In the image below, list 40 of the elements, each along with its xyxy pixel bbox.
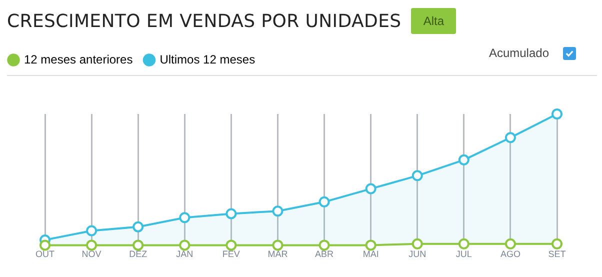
point [365, 183, 376, 194]
point [504, 132, 516, 144]
point [132, 240, 144, 251]
point [272, 240, 284, 251]
point [458, 154, 470, 166]
x-tick-label: DEZ [129, 249, 148, 260]
point [226, 208, 237, 220]
x-tick-label: OUT [36, 249, 55, 260]
point [552, 108, 562, 120]
point [552, 238, 562, 250]
point [318, 196, 330, 208]
point [318, 240, 330, 251]
x-tick-label: NOV [82, 249, 102, 260]
point [132, 221, 144, 232]
x-tick-label: MAR [268, 249, 288, 260]
point [226, 240, 237, 251]
point [365, 240, 376, 251]
point [86, 240, 98, 251]
point [412, 170, 423, 182]
point [458, 238, 470, 250]
chart-title: CRESCIMENTO EM VENDAS POR UNIDADES [7, 10, 402, 32]
text: Alta [411, 8, 456, 34]
x-tick-label: JAN [176, 249, 194, 260]
point [179, 212, 190, 224]
x-tick-label: JUL [456, 249, 472, 260]
x-tick-label: FEV [222, 249, 240, 260]
point [40, 240, 50, 251]
x-tick-label: AGO [500, 249, 520, 260]
point [412, 238, 423, 250]
legend-label: Ultimos 12 meses [160, 52, 256, 66]
text: Acumulado [488, 46, 549, 60]
x-tick-label: JUN [408, 249, 426, 260]
legend-label: 12 meses anteriores [24, 52, 133, 66]
point [86, 225, 98, 236]
point [179, 240, 190, 251]
point [272, 206, 284, 217]
x-tick-label: ABR [315, 249, 334, 260]
x-tick-label: SET [548, 249, 566, 260]
point [504, 238, 516, 250]
x-tick-label: MAI [362, 249, 379, 260]
